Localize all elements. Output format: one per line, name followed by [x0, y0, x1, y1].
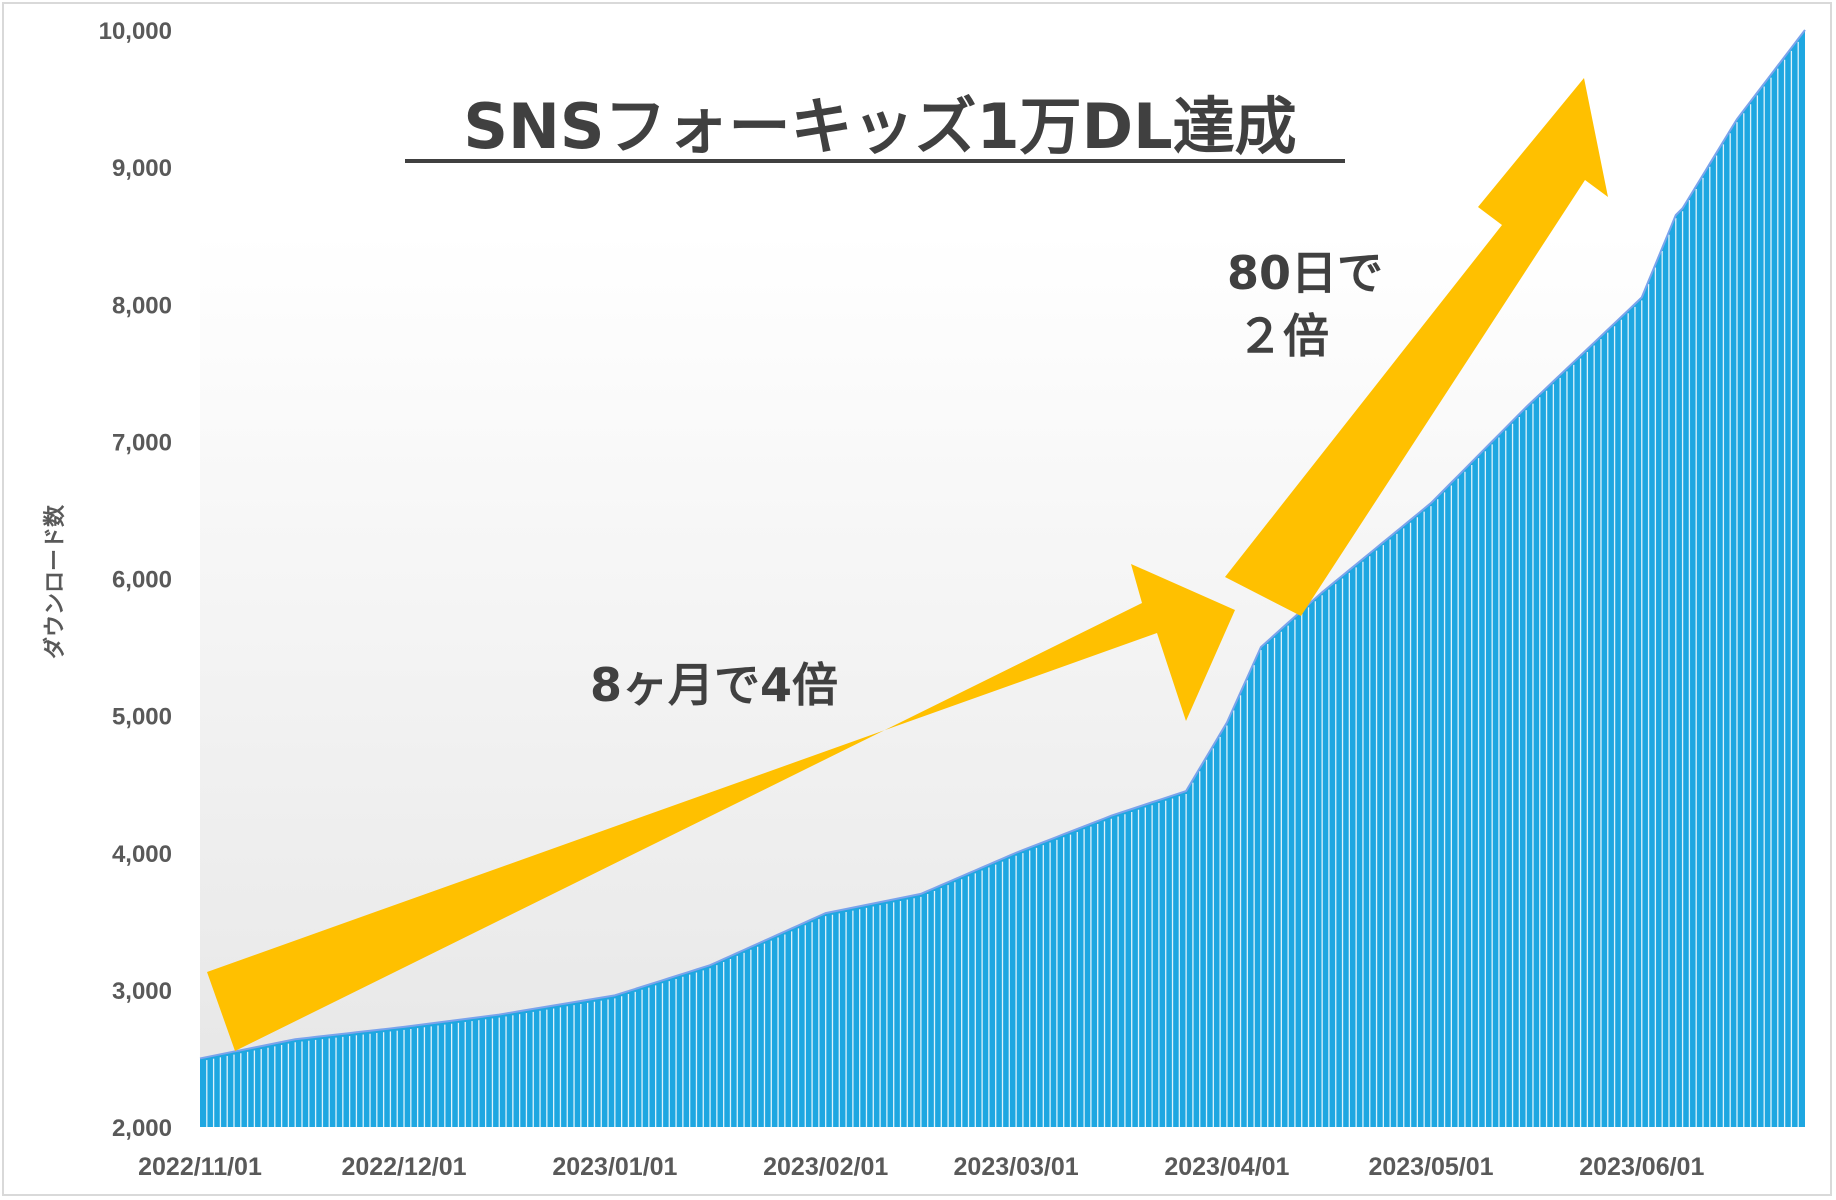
x-tick-label: 2023/02/01 [763, 1153, 888, 1181]
growth-arrow-80-days [1225, 78, 1608, 616]
annotation-8-months: 8ヶ月で4倍 [590, 658, 838, 712]
x-tick-label: 2022/12/01 [341, 1153, 466, 1181]
x-tick-label: 2023/04/01 [1164, 1153, 1289, 1181]
y-axis-label: ダウンロード数 [42, 504, 68, 659]
y-tick-label: 2,000 [112, 1115, 172, 1142]
annotation-80-days-line1: 80日で [1227, 246, 1383, 300]
x-tick-label: 2023/05/01 [1368, 1153, 1493, 1181]
x-tick-label: 2023/01/01 [552, 1153, 677, 1181]
series-line [199, 29, 1806, 1060]
growth-arrow-8-months [207, 564, 1235, 1051]
y-tick-label: 8,000 [112, 292, 172, 319]
daily-columns [206, 41, 1799, 1127]
y-tick-label: 5,000 [112, 704, 172, 731]
y-tick-label: 6,000 [112, 567, 172, 594]
chart-title: SNSフォーキッズ1万DL達成 [463, 90, 1296, 163]
x-tick-label: 2023/03/01 [954, 1153, 1079, 1181]
y-tick-label: 3,000 [112, 978, 172, 1005]
y-tick-label: 10,000 [99, 18, 172, 45]
x-tick-label: 2023/06/01 [1579, 1153, 1704, 1181]
y-tick-label: 4,000 [112, 841, 172, 868]
y-tick-label: 7,000 [112, 429, 172, 456]
y-tick-label: 9,000 [112, 155, 172, 182]
annotation-80-days-line2: ２倍 [1237, 309, 1329, 363]
x-tick-label: 2022/11/01 [138, 1153, 262, 1181]
